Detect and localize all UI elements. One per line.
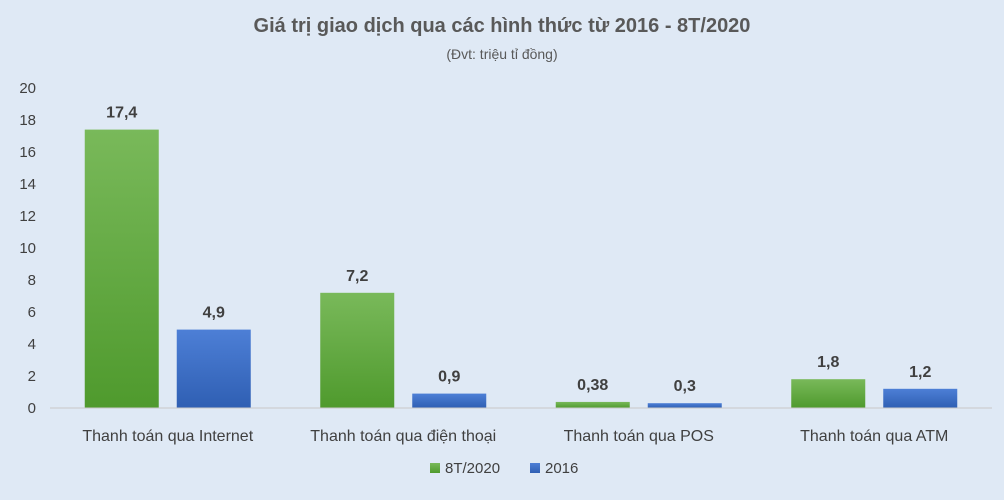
data-label: 0,9 xyxy=(438,369,460,386)
legend-label: 2016 xyxy=(545,460,578,477)
y-tick-label: 10 xyxy=(19,240,36,257)
chart-subtitle: (Đvt: triệu tỉ đồng) xyxy=(446,46,557,62)
bar-series2 xyxy=(883,388,958,408)
y-tick-label: 6 xyxy=(28,304,36,321)
legend-swatch xyxy=(430,463,440,473)
data-label: 0,38 xyxy=(577,377,608,394)
y-axis: 0 2 4 6 8 10 12 14 16 18 20 xyxy=(19,80,36,417)
bar-series1 xyxy=(84,129,159,408)
y-tick-label: 4 xyxy=(28,336,36,353)
y-tick-label: 14 xyxy=(19,176,36,193)
bar-series1 xyxy=(320,292,395,408)
y-tick-label: 8 xyxy=(28,272,36,289)
data-label: 7,2 xyxy=(346,268,368,285)
x-category-label: Thanh toán qua POS xyxy=(564,428,714,445)
legend-swatch xyxy=(530,463,540,473)
bar-series2 xyxy=(412,393,487,408)
x-axis: Thanh toán qua Internet Thanh toán qua đi… xyxy=(50,407,992,445)
x-category-label: Thanh toán qua ATM xyxy=(800,428,948,445)
bar-series2 xyxy=(176,329,251,408)
data-label: 1,2 xyxy=(909,364,931,381)
y-tick-label: 2 xyxy=(28,368,36,385)
data-label: 0,3 xyxy=(674,378,696,395)
y-tick-label: 12 xyxy=(19,208,36,225)
y-tick-label: 18 xyxy=(19,112,36,129)
bars xyxy=(84,129,958,408)
data-label: 1,8 xyxy=(817,354,839,371)
data-label: 4,9 xyxy=(203,305,225,322)
bar-series1 xyxy=(555,401,630,408)
y-tick-label: 20 xyxy=(19,80,36,97)
data-label: 17,4 xyxy=(106,105,137,122)
x-category-label: Thanh toán qua điện thoại xyxy=(310,428,496,445)
legend-label: 8T/2020 xyxy=(445,460,500,477)
x-category-label: Thanh toán qua Internet xyxy=(82,428,253,445)
data-labels: 17,4 4,9 7,2 0,9 0,38 0,3 1,8 1,2 xyxy=(106,105,931,396)
y-tick-label: 0 xyxy=(28,400,36,417)
bar-series1 xyxy=(791,379,866,408)
y-tick-label: 16 xyxy=(19,144,36,161)
bar-series2 xyxy=(647,403,722,408)
chart-title: Giá trị giao dịch qua các hình thức từ 2… xyxy=(254,15,751,37)
legend: 8T/2020 2016 xyxy=(430,460,578,477)
